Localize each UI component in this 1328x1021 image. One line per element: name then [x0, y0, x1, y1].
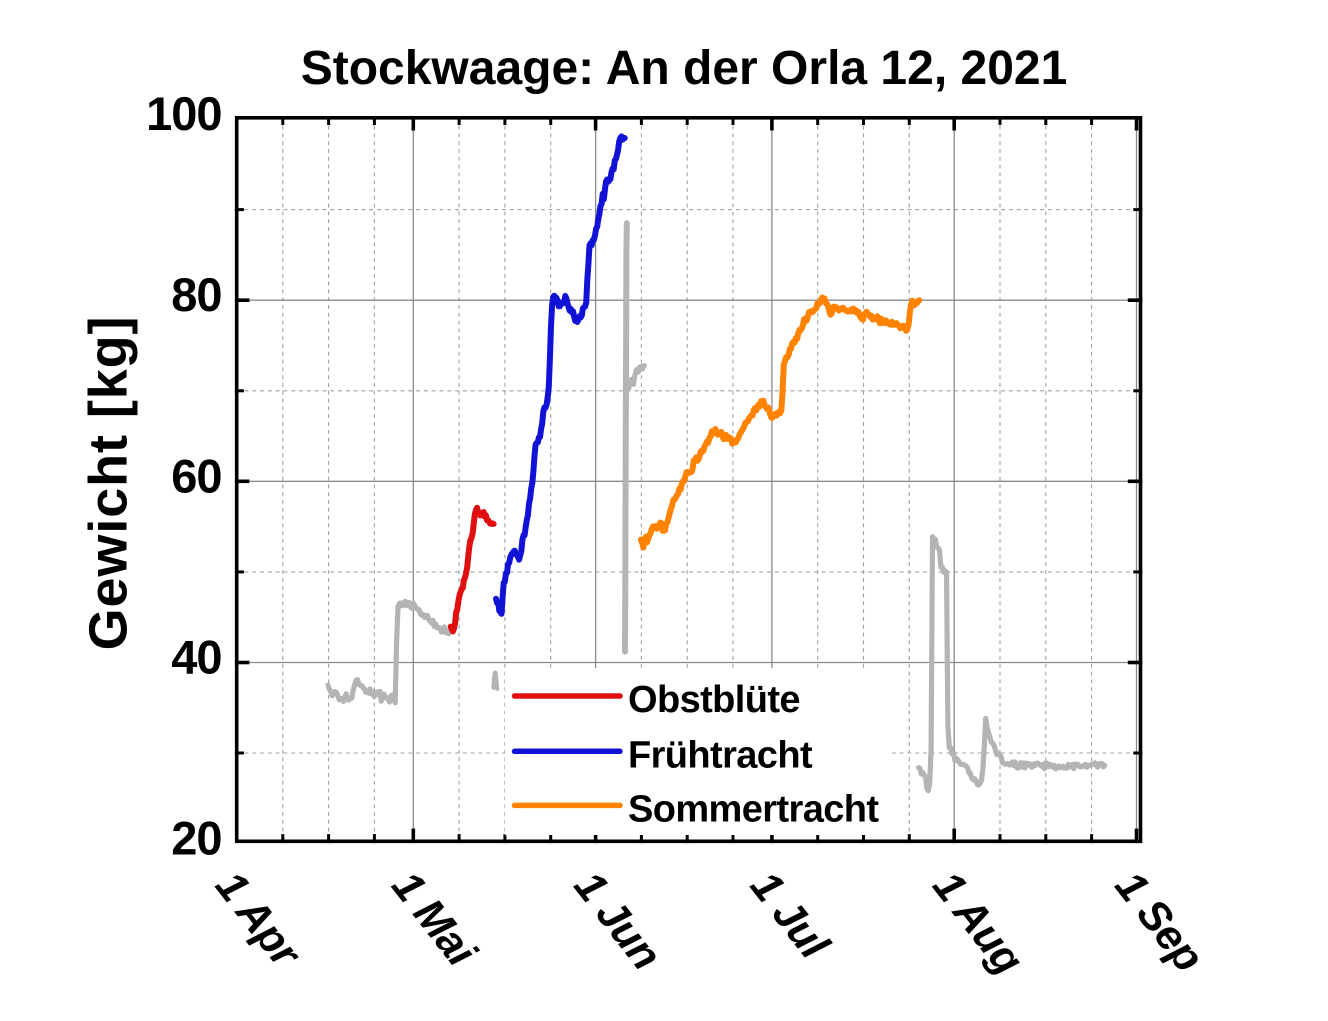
- svg-text:Sommertracht: Sommertracht: [628, 788, 879, 830]
- svg-text:Stockwaage: An der Orla 12, 20: Stockwaage: An der Orla 12, 2021: [301, 42, 1068, 95]
- svg-text:100: 100: [146, 87, 221, 140]
- svg-text:Obstblüte: Obstblüte: [628, 679, 800, 721]
- svg-text:Frühtracht: Frühtracht: [628, 734, 813, 776]
- svg-text:60: 60: [171, 449, 221, 502]
- svg-text:40: 40: [171, 631, 221, 684]
- svg-text:20: 20: [171, 812, 221, 865]
- svg-text:Gewicht [kg]: Gewicht [kg]: [79, 316, 139, 651]
- svg-text:80: 80: [171, 268, 221, 321]
